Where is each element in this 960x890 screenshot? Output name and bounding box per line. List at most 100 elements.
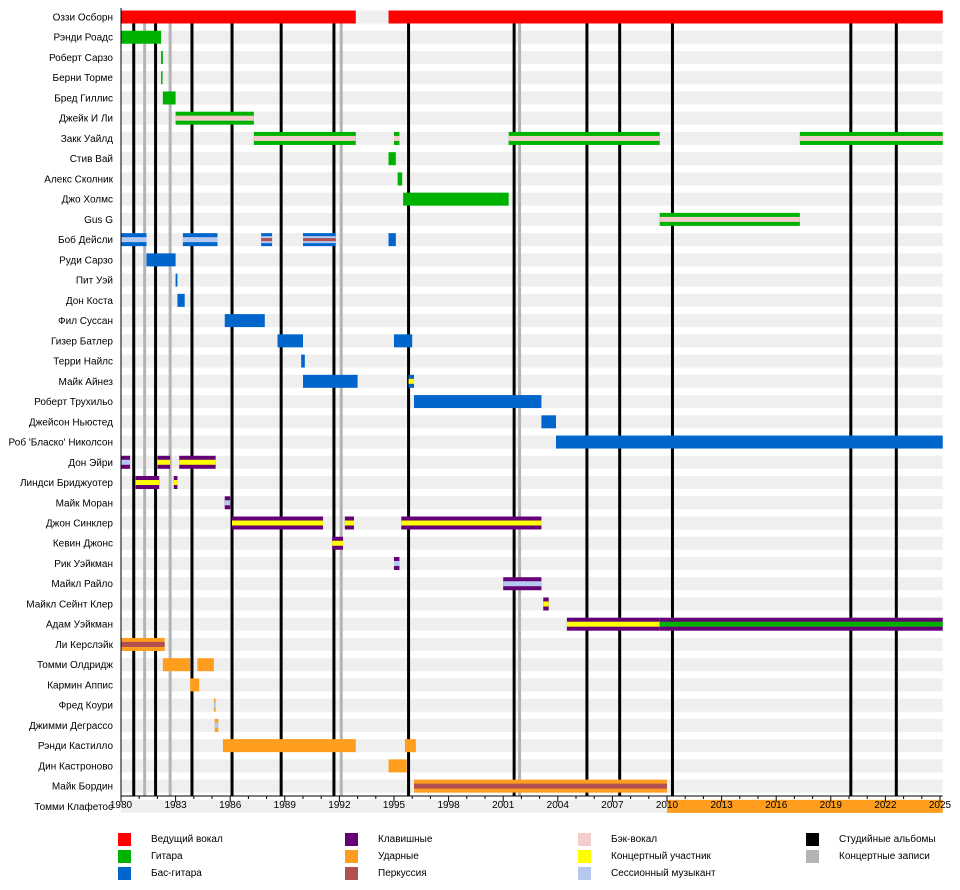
row-band — [121, 253, 943, 267]
member-label: Джон Синклер — [46, 519, 114, 530]
row-band — [121, 293, 943, 307]
row-band — [121, 233, 943, 247]
member-bar — [667, 799, 943, 813]
member-bar — [162, 91, 176, 105]
bar-stripe — [566, 621, 660, 627]
row-band — [121, 71, 943, 85]
row-band — [121, 658, 943, 672]
bar-stripe — [332, 540, 344, 546]
member-label: Томми Олдридж — [37, 660, 113, 671]
row-band — [121, 192, 943, 206]
member-label: Майкл Райло — [51, 579, 113, 590]
bar-stripe — [344, 520, 354, 526]
x-tick-label: 2010 — [656, 800, 679, 811]
member-label: Майк Айнез — [59, 377, 114, 388]
member-label: Алекс Сколник — [44, 174, 113, 185]
member-bar — [394, 334, 413, 348]
bar-stripe — [394, 135, 400, 141]
member-label: Gus G — [84, 215, 113, 226]
bar-stripe — [135, 480, 160, 486]
member-bar — [388, 10, 943, 24]
bar-stripe — [261, 238, 273, 242]
row-band — [121, 759, 943, 773]
x-tick-label: 1986 — [219, 800, 242, 811]
member-bar — [541, 415, 556, 429]
member-bar — [301, 354, 305, 368]
bar-stripe — [121, 237, 147, 243]
member-bar — [403, 192, 509, 206]
bar-stripe — [157, 459, 171, 465]
row-band — [121, 212, 943, 226]
bar-stripe — [401, 520, 542, 526]
member-label: Фред Коури — [59, 701, 113, 712]
member-bar — [121, 30, 162, 44]
x-tick-label: 1995 — [383, 800, 406, 811]
member-label: Томми Клафетос — [34, 801, 113, 813]
member-label: Линдси Бриджуотер — [20, 478, 113, 489]
row-band — [121, 476, 943, 490]
member-label: Закк Уайлд — [61, 134, 113, 145]
member-bar — [162, 658, 191, 672]
member-label: Джейк И Ли — [59, 114, 113, 125]
x-tick-label: 2004 — [547, 800, 570, 811]
member-label: Рэнди Роадс — [54, 33, 113, 44]
member-label: Оззи Осборн — [53, 12, 113, 24]
bar-stripe — [253, 135, 356, 141]
bar-stripe — [179, 459, 216, 465]
x-tick-label: 2001 — [492, 800, 515, 811]
member-bar — [146, 253, 176, 267]
row-band — [121, 556, 943, 570]
bar-stripe — [414, 783, 667, 789]
member-label: Боб Дейсли — [58, 234, 113, 246]
bar-stripe — [224, 500, 231, 506]
member-bar — [161, 71, 163, 85]
x-tick-label: 2016 — [765, 800, 788, 811]
member-bar — [197, 658, 214, 672]
row-band — [121, 50, 943, 64]
member-bar — [161, 50, 163, 64]
member-label: Джимми Деграссо — [29, 721, 113, 732]
member-label: Рэнди Кастилло — [38, 741, 114, 752]
row-band — [121, 334, 943, 348]
bar-stripe — [659, 216, 800, 222]
row-band — [121, 678, 943, 692]
bar-stripe — [213, 702, 216, 708]
member-label: Джейсон Ньюстед — [29, 417, 113, 428]
row-band — [121, 597, 943, 611]
member-label: Кармин Аппис — [47, 680, 113, 691]
x-tick-label: 2019 — [820, 800, 843, 811]
bar-stripe — [394, 560, 400, 566]
member-label: Бред Гиллис — [54, 93, 113, 104]
row-band — [121, 455, 943, 469]
bar-stripe — [182, 237, 218, 243]
member-bar — [190, 678, 200, 692]
member-bar — [388, 152, 396, 166]
member-bar — [404, 739, 416, 753]
member-label: Адам Уэйкман — [46, 620, 113, 631]
bar-stripe — [408, 378, 415, 384]
row-band — [121, 111, 943, 125]
bar-stripe — [175, 115, 254, 121]
row-band — [121, 415, 943, 429]
bar-stripe — [232, 520, 324, 526]
row-band — [121, 91, 943, 105]
member-bar — [388, 233, 396, 247]
x-tick-label: 2025 — [929, 800, 952, 811]
member-label: Роберт Сарзо — [49, 52, 113, 64]
row-band — [121, 314, 943, 328]
member-bar — [177, 293, 185, 307]
x-tick-label: 1989 — [274, 800, 297, 811]
row-band — [121, 698, 943, 712]
member-label: Майк Бордин — [52, 782, 113, 793]
member-label: Кевин Джонс — [53, 539, 113, 550]
x-tick-label: 1983 — [164, 800, 187, 811]
member-bar — [414, 395, 542, 409]
row-band — [121, 273, 943, 287]
member-bar — [224, 314, 265, 328]
x-tick-label: 2013 — [710, 800, 733, 811]
row-band — [121, 637, 943, 651]
member-bar — [222, 739, 356, 753]
member-label: Джо Холмс — [62, 195, 113, 206]
row-band — [121, 172, 943, 186]
